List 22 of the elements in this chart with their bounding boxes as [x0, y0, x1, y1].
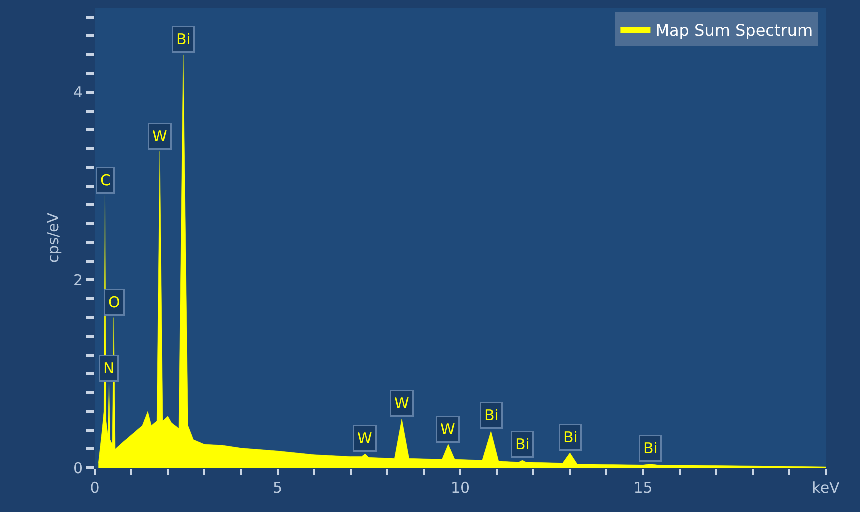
x-tick-label: 15	[634, 479, 653, 497]
legend-label: Map Sum Spectrum	[656, 20, 814, 40]
y-tick-label: 0	[73, 459, 83, 478]
annotation: O	[108, 294, 120, 312]
x-tick-label: 10	[450, 479, 470, 497]
annotation: Bi	[176, 30, 191, 48]
annotation: N	[104, 360, 115, 378]
x-tick-label: 0	[90, 479, 100, 497]
annotation: Bi	[516, 436, 530, 454]
annotation: W	[440, 420, 456, 438]
x-tick-label: keV	[812, 479, 841, 497]
y-tick-label: 4	[73, 84, 83, 102]
annotation: Bi	[484, 406, 499, 424]
y-axis-title: cps/eV	[44, 212, 63, 264]
annotation: W	[358, 430, 372, 448]
annotation: C	[100, 172, 111, 190]
annotation: Bi	[564, 428, 578, 446]
x-tick-label: 5	[272, 479, 283, 497]
annotation: W	[152, 128, 168, 146]
annotation: W	[394, 394, 410, 412]
y-tick-label: 2	[73, 271, 83, 290]
annotation: Bi	[644, 440, 658, 458]
